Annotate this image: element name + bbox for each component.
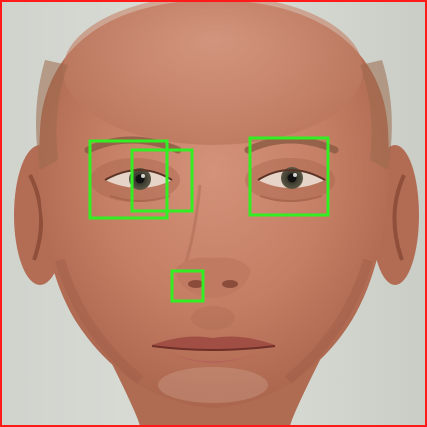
ear-left-inner (28, 174, 44, 261)
under-eye-left (109, 195, 171, 202)
eye-left-glint (141, 174, 145, 178)
chin (158, 367, 268, 403)
nostril-left (188, 280, 204, 288)
upper-lip (152, 336, 275, 350)
ear-right-inner (392, 174, 406, 261)
eye-right-lid (257, 169, 326, 181)
eyebrow-right (244, 136, 339, 154)
detection-box-eye-left-small (130, 148, 194, 213)
nostril-right (222, 280, 238, 288)
nose-bridge (183, 184, 202, 266)
hair-right (360, 60, 392, 170)
detection-box-eye-left-large (88, 139, 169, 220)
jaw-shadow-right (284, 258, 373, 384)
nose (175, 257, 251, 298)
detection-boxes (88, 136, 330, 303)
detection-box-eye-right (248, 136, 330, 217)
mouth-line (151, 345, 276, 351)
eye-right-glint (293, 173, 297, 177)
under-eye-right (259, 195, 323, 202)
hair-left (36, 60, 68, 170)
philtrum (191, 306, 235, 330)
jaw-shadow-left (55, 258, 144, 384)
detection-box-nose (170, 269, 205, 303)
forehead (63, 0, 363, 145)
